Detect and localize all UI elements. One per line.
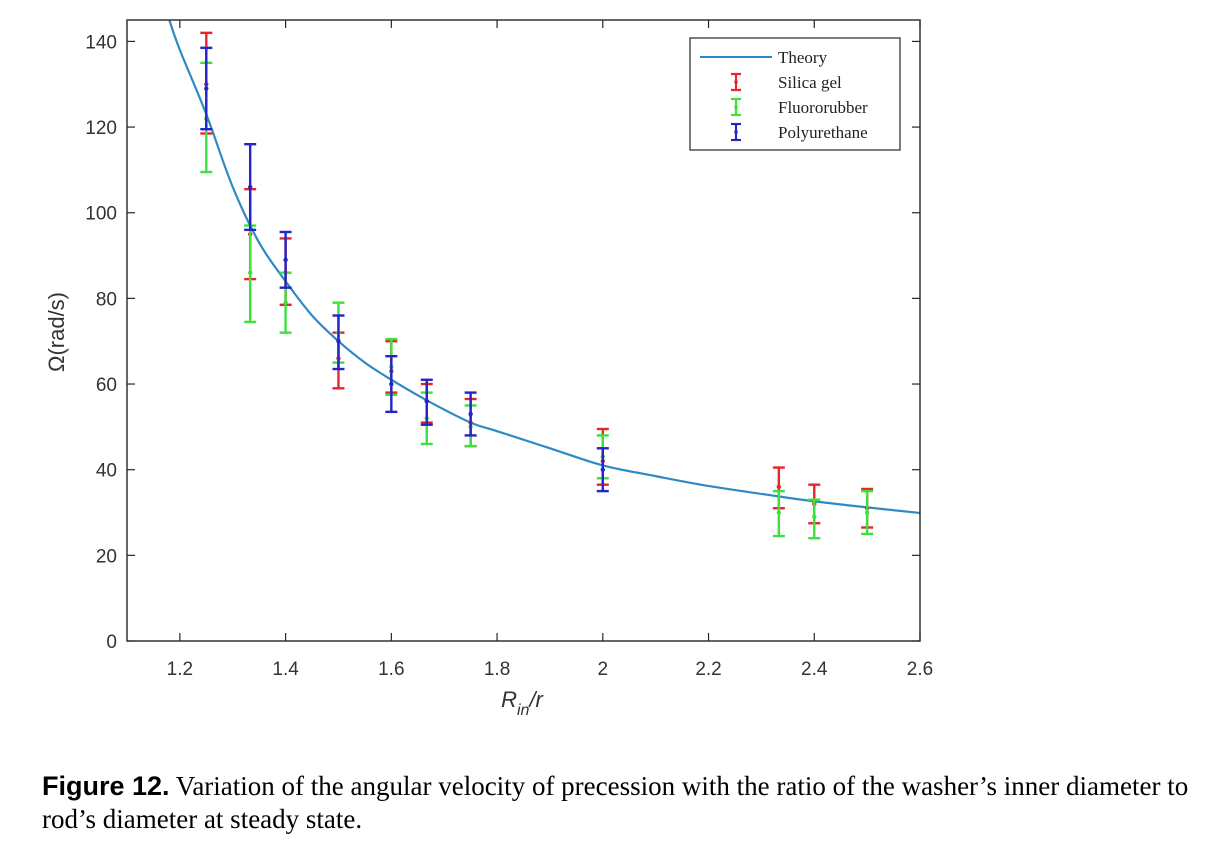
x-tick-label: 2.6: [907, 659, 933, 680]
polyurethane-point: [247, 184, 253, 190]
series-polyurethane: [200, 46, 609, 493]
polyurethane-point: [468, 411, 473, 417]
polyurethane-errorbar: [420, 378, 433, 426]
y-tick-label: 40: [96, 461, 117, 482]
polyurethane-errorbar: [332, 314, 345, 371]
fluororubber-point: [283, 300, 288, 305]
fluororubber-point: [776, 510, 782, 515]
tick-labels: 1.2 1.4 1.6 1.8 2 2.2 2.4 2.6 0 20 40 60 80 100 120 140: [85, 32, 933, 680]
y-tick-label: 80: [96, 289, 117, 310]
y-tick-label: 140: [85, 32, 117, 53]
polyurethane-point: [204, 86, 209, 91]
fluororubber-errorbar: [808, 498, 821, 540]
x-tick-label: 1.8: [484, 659, 510, 680]
legend-theory-label: Theory: [778, 48, 828, 67]
polyurethane-point: [283, 257, 288, 263]
legend: Theory Silica gel Fluororubber Polyurethan…: [689, 37, 901, 151]
legend-label-silica-gel: Silica gel: [778, 73, 842, 92]
x-tick-label: 2.2: [695, 659, 721, 680]
figure-label: Figure 12.: [42, 771, 170, 801]
y-tick-label: 20: [96, 546, 117, 567]
fluororubber-point: [864, 510, 870, 515]
polyurethane-point: [389, 381, 394, 387]
fluororubber-point: [812, 514, 817, 519]
polyurethane-errorbar: [279, 230, 292, 289]
series-layer: [200, 31, 874, 540]
polyurethane-errorbar: [596, 447, 609, 493]
plot-frame: [126, 19, 921, 642]
legend-label-polyurethane: Polyurethane: [778, 123, 868, 142]
y-tick-label: 60: [96, 375, 117, 396]
polyurethane-errorbar: [200, 46, 213, 131]
x-tick-label: 1.4: [272, 659, 299, 680]
y-tick-label: 0: [106, 632, 117, 653]
y-tick-label: 120: [85, 118, 117, 139]
x-tick-label: 2: [598, 659, 609, 680]
polyurethane-point: [336, 339, 341, 344]
legend-series: Silica gel Fluororubber Polyurethane: [731, 72, 868, 142]
x-tick-label: 1.6: [378, 659, 404, 680]
caption-text: Variation of the angular velocity of pre…: [42, 771, 1189, 834]
legend-label-fluororubber: Fluororubber: [778, 98, 868, 117]
fluororubber-errorbar: [772, 489, 785, 538]
legend-item-polyurethane: Polyurethane: [731, 122, 868, 142]
legend-item-fluororubber: Fluororubber: [731, 97, 868, 117]
fluororubber-point: [247, 270, 253, 275]
polyurethane-errorbar: [244, 142, 257, 232]
chart: 1.2 1.4 1.6 1.8 2 2.2 2.4 2.6 0 20 40 60 80 100 120 140…: [44, 19, 933, 719]
polyurethane-errorbar: [385, 354, 398, 414]
x-axis-label: Rin/r: [501, 687, 544, 719]
polyurethane-errorbar: [464, 391, 477, 437]
x-tick-label: 1.2: [167, 659, 193, 680]
x-tick-label: 2.4: [801, 659, 828, 680]
y-tick-label: 100: [85, 204, 117, 225]
legend-item-silica-gel: Silica gel: [731, 72, 842, 92]
fluororubber-errorbar: [861, 489, 874, 536]
polyurethane-point: [600, 467, 605, 472]
y-axis-label: Ω(rad/s): [44, 292, 69, 372]
silica-gel-point: [776, 484, 782, 490]
polyurethane-point: [424, 398, 429, 404]
figure-caption: Figure 12. Variation of the angular velo…: [42, 770, 1192, 836]
